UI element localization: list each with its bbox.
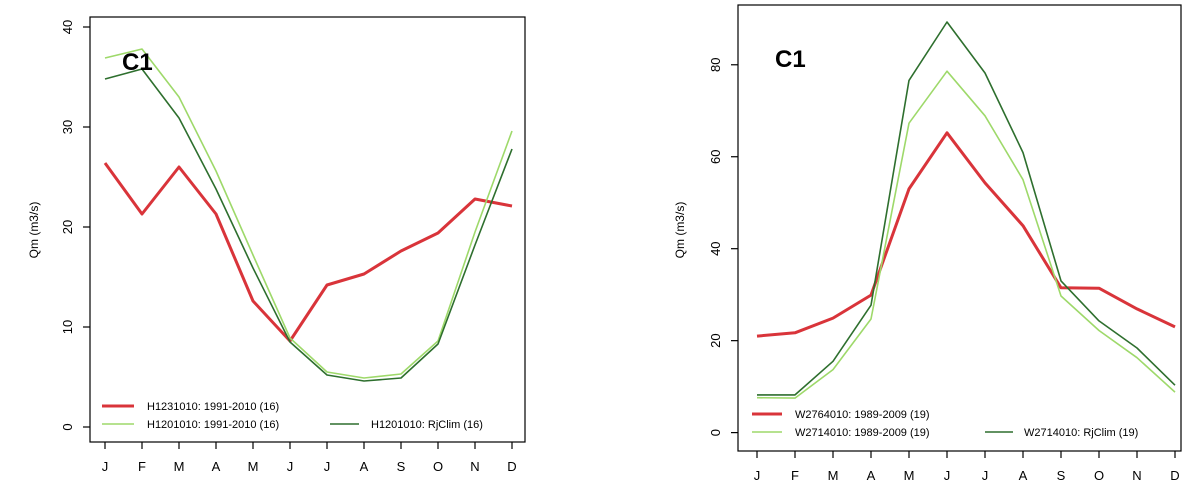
- series-line-1: [103, 162, 513, 343]
- chart-panel-1: 0 10 20 30 40 J F M A M J J A S O N D Qm (m3/s) C1 H1231010…: [27, 16, 526, 474]
- y-tick-label: 60: [708, 149, 723, 163]
- x-tick-label: M: [828, 468, 839, 483]
- x-tick-label: M: [174, 459, 185, 474]
- x-tick-label: N: [470, 459, 479, 474]
- panel-label: C1: [775, 46, 806, 73]
- series-line-2: [104, 48, 513, 379]
- legend: W2764010: 1989-2009 (19) W2714010: 1989-2…: [752, 409, 1138, 439]
- legend-entry: H1201010: RjClim (16): [371, 419, 483, 431]
- legend-entry: W2764010: 1989-2009 (19): [795, 409, 930, 421]
- x-tick-label: J: [982, 468, 989, 483]
- x-tick-label: F: [791, 468, 799, 483]
- y-tick-label: 20: [60, 220, 75, 234]
- y-axis-label: Qm (m3/s): [27, 202, 41, 259]
- x-tick-label: J: [754, 468, 761, 483]
- x-tick-label: M: [904, 468, 915, 483]
- y-tick-label: 30: [60, 120, 75, 134]
- x-tick-label: J: [944, 468, 951, 483]
- x-tick-label: A: [1019, 468, 1028, 483]
- y-axis-label: Qm (m3/s): [673, 202, 687, 259]
- x-tick-label: F: [138, 459, 146, 474]
- legend-entry: W2714010: 1989-2009 (19): [795, 427, 930, 439]
- x-tick-label: N: [1132, 468, 1141, 483]
- x-tick-label: A: [867, 468, 876, 483]
- series-line-3: [104, 68, 513, 382]
- x-tick-label: S: [397, 459, 406, 474]
- x-tick-label: M: [248, 459, 259, 474]
- panel-label: C1: [122, 49, 153, 76]
- x-tick-label: J: [287, 459, 294, 474]
- x-tick-label: J: [102, 459, 109, 474]
- y-tick-label: 40: [708, 241, 723, 255]
- series-line-2: [756, 70, 1176, 399]
- x-tick-label: D: [507, 459, 516, 474]
- x-tick-label: O: [433, 459, 443, 474]
- y-tick-label: 80: [708, 58, 723, 72]
- series-line-1: [756, 131, 1176, 338]
- y-tick-label: 0: [708, 429, 723, 436]
- legend: H1231010: 1991-2010 (16) H1201010: 1991-2…: [102, 401, 483, 431]
- y-tick-label: 0: [60, 423, 75, 430]
- y-tick-label: 10: [60, 320, 75, 334]
- x-tick-label: D: [1170, 468, 1179, 483]
- x-tick-label: J: [324, 459, 331, 474]
- legend-entry: H1231010: 1991-2010 (16): [147, 401, 279, 413]
- series-line-3: [757, 21, 1176, 396]
- legend-entry: W2714010: RjClim (19): [1024, 427, 1138, 439]
- y-tick-label: 40: [60, 20, 75, 34]
- plot-frame: [737, 4, 1182, 452]
- legend-entry: H1201010: 1991-2010 (16): [147, 419, 279, 431]
- x-tick-label: O: [1094, 468, 1104, 483]
- chart-panel-2: 0 20 40 60 80 J F M A M J J A S O N D Qm (m3/s) C1 W2764010…: [673, 4, 1182, 483]
- plot-frame: [89, 16, 526, 443]
- y-tick-label: 20: [708, 333, 723, 347]
- x-tick-label: A: [212, 459, 221, 474]
- x-tick-label: A: [360, 459, 369, 474]
- x-tick-label: S: [1057, 468, 1066, 483]
